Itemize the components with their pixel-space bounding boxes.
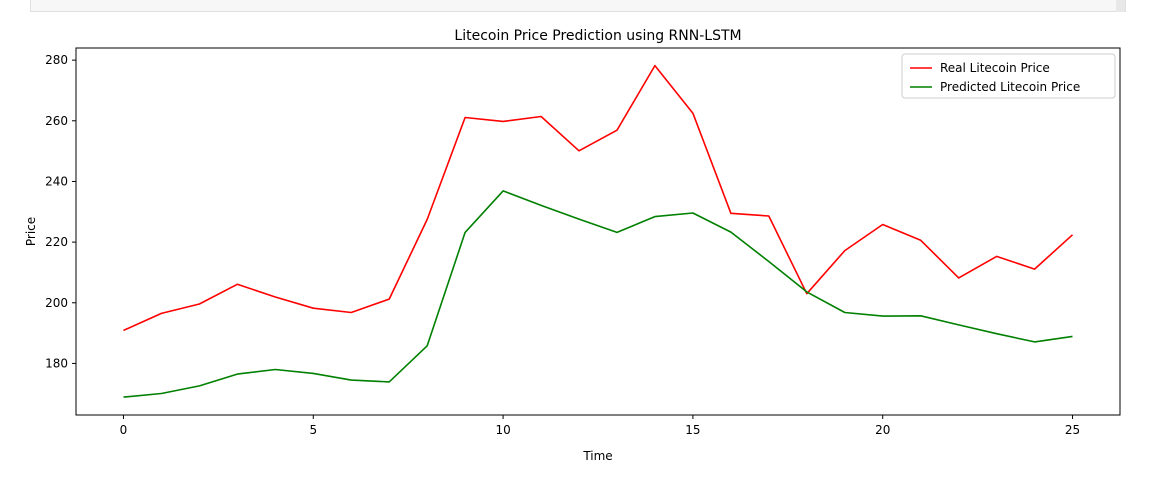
y-tick-label: 240	[45, 174, 68, 188]
x-tick-label: 5	[309, 423, 317, 437]
y-tick-label: 180	[45, 356, 68, 370]
series-line-2	[123, 190, 1073, 398]
x-tick-label: 20	[875, 423, 890, 437]
series-line-1	[123, 64, 1074, 332]
y-tick-label: 260	[45, 114, 68, 128]
series-lines	[123, 64, 1074, 398]
legend-label-1: Real Litecoin Price	[940, 61, 1050, 75]
chart-title: Litecoin Price Prediction using RNN-LSTM	[454, 28, 741, 44]
legend-label-2: Predicted Litecoin Price	[940, 80, 1080, 94]
y-axis-label: Price	[24, 217, 38, 246]
axes: 0 5 10 15 20 25 180 200 220 240 260 280	[45, 47, 1121, 437]
y-tick-label: 280	[45, 53, 68, 67]
previous-output-cell	[30, 0, 1126, 12]
y-tick-label: 200	[45, 296, 68, 310]
legend: Real Litecoin Price Predicted Litecoin Pr…	[901, 53, 1116, 99]
legend-box	[901, 53, 1116, 99]
x-tick-label: 15	[685, 423, 700, 437]
x-tick-label: 10	[495, 423, 510, 437]
y-tick-label: 220	[45, 235, 68, 249]
x-tick-label: 25	[1065, 423, 1080, 437]
cell-scrollbar[interactable]	[1116, 0, 1125, 12]
x-tick-label: 0	[120, 423, 128, 437]
x-axis-label: Time	[582, 449, 612, 463]
plot-frame	[75, 47, 1121, 416]
notebook-cell-strip	[0, 0, 1156, 14]
